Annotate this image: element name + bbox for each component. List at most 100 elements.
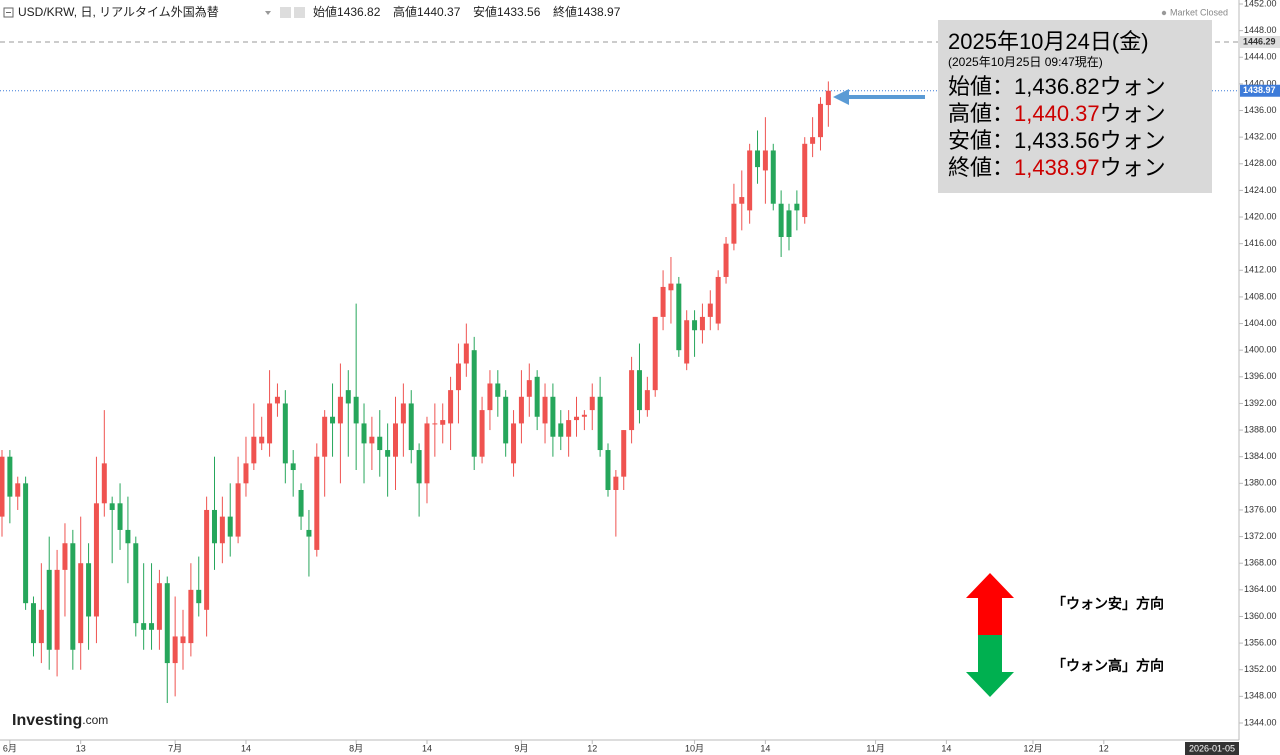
candle-body — [416, 450, 422, 484]
icon[interactable] — [294, 7, 305, 18]
dropdown-icon[interactable] — [265, 11, 271, 15]
candle-body — [739, 197, 745, 204]
direction-up-label: 「ウォン安」方向 — [1052, 596, 1164, 612]
x-tick-label: 12 — [587, 743, 597, 753]
candle-body — [794, 203, 800, 211]
candle-body — [204, 509, 210, 610]
candle-body — [86, 563, 92, 617]
candle-body — [251, 436, 257, 464]
info-date: 2025年10月24日(金) — [948, 29, 1149, 54]
candle-body — [786, 210, 792, 238]
x-tick-label: 14 — [760, 743, 770, 753]
y-tick-label: 1408.00 — [1244, 291, 1277, 301]
x-tick-label: 8月 — [349, 743, 363, 753]
candle-body — [93, 503, 99, 617]
candle-body — [298, 489, 304, 517]
candle-body — [196, 589, 202, 604]
candle-body — [707, 303, 713, 317]
x-tick-label: 7月 — [168, 743, 182, 753]
y-tick-label: 1412.00 — [1244, 265, 1277, 275]
candle-body — [227, 516, 233, 537]
info-row-label: 高値： — [948, 101, 1014, 126]
candle-body — [46, 569, 52, 650]
candle-body — [109, 503, 115, 510]
y-tick-label: 1372.00 — [1244, 531, 1277, 541]
brand: Investing — [12, 712, 82, 729]
candle-body — [802, 143, 808, 218]
y-tick-label: 1400.00 — [1244, 345, 1277, 355]
candle-body — [172, 636, 178, 664]
candle-body — [274, 396, 280, 404]
price-line-label: 1446.29 — [1243, 36, 1276, 46]
y-tick-label: 1432.00 — [1244, 132, 1277, 142]
y-tick-label: 1444.00 — [1244, 52, 1277, 62]
candle-body — [30, 603, 36, 644]
candle-body — [23, 483, 29, 604]
y-tick-label: 1360.00 — [1244, 611, 1277, 621]
candle-body — [684, 320, 690, 364]
info-row: 終値：1,438.97ウォン — [948, 155, 1166, 180]
candle-body — [692, 320, 698, 331]
candle-body — [432, 423, 438, 425]
down-arrow — [966, 635, 1014, 697]
info-row: 高値：1,440.37ウォン — [948, 101, 1166, 126]
pointer-arrowhead — [833, 89, 849, 105]
candle-body — [424, 423, 430, 484]
candle-body — [440, 420, 446, 425]
info-row-unit: ウォン — [1100, 74, 1166, 99]
candle-body — [7, 456, 13, 497]
candle-body — [101, 463, 107, 504]
info-row-label: 安値： — [948, 128, 1014, 153]
y-tick-label: 1364.00 — [1244, 584, 1277, 594]
open-label: 始値 — [313, 4, 337, 19]
collapse-icon[interactable] — [3, 7, 14, 18]
info-as-of: (2025年10月25日 09:47現在) — [948, 55, 1103, 69]
candle-body — [70, 543, 76, 650]
icon[interactable] — [280, 7, 291, 18]
candle-body — [377, 436, 383, 451]
price-line-box — [1240, 36, 1280, 49]
candle-body — [125, 529, 131, 544]
y-tick-label: 1452.00 — [1244, 0, 1277, 8]
candle-body — [518, 396, 524, 424]
y-tick-label: 1348.00 — [1244, 691, 1277, 701]
last-price-box — [1240, 84, 1280, 97]
close-label: 終値 — [553, 4, 577, 19]
candle-body — [503, 396, 509, 444]
candle-body — [180, 636, 186, 644]
open-value: 1436.82 — [337, 5, 381, 19]
direction-down-label: 「ウォン高」方向 — [1052, 658, 1164, 674]
last-price-label: 1438.97 — [1243, 85, 1276, 95]
candle-body — [448, 390, 454, 424]
candle-body — [487, 383, 493, 411]
candle-body — [644, 390, 650, 411]
candle-body — [479, 410, 485, 457]
candle-body — [542, 396, 548, 424]
info-row-value: 1,433.56 — [1014, 128, 1100, 153]
y-tick-label: 1384.00 — [1244, 451, 1277, 461]
candle-body — [676, 283, 682, 351]
candle-body — [558, 423, 564, 437]
close-value: 1438.97 — [577, 5, 621, 19]
y-tick-label: 1352.00 — [1244, 664, 1277, 674]
y-tick-label: 1436.00 — [1244, 105, 1277, 115]
candle-body — [369, 436, 375, 444]
candle-body — [652, 316, 658, 391]
candle-body — [495, 383, 501, 397]
y-tick-label: 1356.00 — [1244, 637, 1277, 647]
candle-body — [235, 483, 241, 537]
x-tick-label: 2026-01-05 — [1189, 743, 1235, 753]
candle-body — [762, 150, 768, 171]
x-tick-label: 14 — [422, 743, 432, 753]
low-value: 1433.56 — [497, 5, 541, 19]
info-row-unit: ウォン — [1100, 155, 1166, 180]
candle-body — [589, 396, 595, 411]
candle-body — [747, 150, 753, 211]
y-tick-label: 1344.00 — [1244, 717, 1277, 727]
info-row-value: 1,438.97 — [1014, 155, 1100, 180]
candle-body — [825, 90, 831, 106]
info-row-value: 1,436.82 — [1014, 74, 1100, 99]
candle-body — [471, 350, 477, 457]
candle-body — [550, 396, 556, 437]
high-value: 1440.37 — [417, 5, 461, 19]
